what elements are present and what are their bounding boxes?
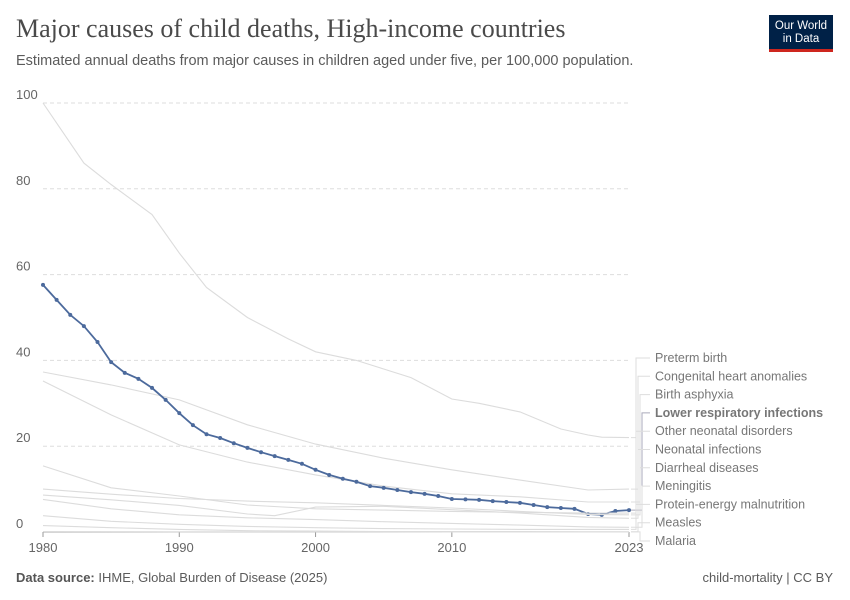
x-tick-label: 2000 (301, 540, 330, 555)
footer-license[interactable]: child-mortality | CC BY (702, 570, 833, 585)
series-line-diarrheal-diseases (42, 488, 630, 516)
data-point (545, 505, 550, 510)
series-line-meningitis (42, 498, 630, 528)
x-tick-label: 2010 (437, 540, 466, 555)
legend-label[interactable]: Birth asphyxia (655, 388, 734, 402)
legend-label[interactable]: Protein-energy malnutrition (655, 497, 805, 511)
legend-connector (631, 503, 650, 530)
y-tick-label: 100 (16, 87, 38, 102)
legend-label[interactable]: Neonatal infections (655, 443, 761, 457)
owid-logo[interactable]: Our World in Data (769, 15, 833, 52)
data-point (477, 497, 482, 502)
legend-label[interactable]: Malaria (655, 534, 696, 548)
source-text[interactable]: IHME, Global Burden of Disease (2025) (98, 570, 328, 585)
series-line-birth-asphyxia (42, 380, 629, 503)
data-point (381, 485, 386, 490)
data-point (245, 445, 250, 450)
data-point (436, 493, 441, 498)
legend-label[interactable]: Lower respiratory infections (655, 406, 823, 420)
y-tick-label: 0 (16, 516, 23, 531)
data-point (627, 508, 631, 513)
data-point (41, 282, 45, 287)
data-point (81, 324, 86, 329)
data-point (354, 479, 359, 484)
series-line-lower-respiratory-infections (42, 284, 630, 516)
y-tick-label: 80 (16, 173, 30, 188)
data-point (490, 499, 495, 504)
x-tick-label: 1980 (29, 540, 58, 555)
data-point (327, 472, 332, 477)
data-point (395, 487, 400, 492)
data-point (122, 370, 127, 375)
data-point (531, 502, 536, 507)
data-point (163, 397, 168, 402)
data-point (558, 505, 563, 510)
data-point (613, 508, 618, 513)
data-point (136, 376, 141, 381)
data-point (504, 499, 509, 504)
series-line-congenital-heart-anomalies (42, 371, 630, 491)
data-point (95, 339, 100, 344)
legend-label[interactable]: Diarrheal diseases (655, 461, 759, 475)
legend-connector (631, 357, 650, 439)
y-tick-label: 40 (16, 344, 30, 359)
data-point (272, 454, 277, 459)
data-point (150, 385, 155, 390)
data-point (109, 360, 114, 365)
data-point (340, 476, 345, 481)
data-point (177, 411, 182, 416)
data-point (517, 500, 522, 505)
series-line-neonatal-infections (42, 494, 630, 519)
data-point (422, 491, 427, 496)
data-point (231, 441, 236, 446)
data-point (68, 312, 73, 317)
data-point (299, 461, 304, 466)
chart-subtitle: Estimated annual deaths from major cause… (16, 53, 634, 69)
logo-line2: in Data (782, 33, 820, 45)
legend-label[interactable]: Preterm birth (655, 351, 727, 365)
logo-line1: Our World (774, 20, 828, 32)
series-line-measles (42, 525, 629, 533)
series-line-preterm-birth (42, 102, 630, 439)
legend-label[interactable]: Measles (655, 516, 702, 530)
data-point (368, 484, 373, 489)
data-point (408, 490, 413, 495)
legend-label[interactable]: Other neonatal disorders (655, 424, 793, 438)
data-point (204, 432, 209, 437)
chart-title: Major causes of child deaths, High-incom… (16, 14, 566, 43)
legend-connector (631, 449, 650, 519)
data-point (449, 496, 454, 501)
y-tick-label: 60 (16, 259, 30, 274)
x-tick-label: 2023 (615, 540, 644, 555)
data-point (572, 506, 577, 511)
data-point (190, 423, 195, 428)
series-line-protein-energy-malnutrition (42, 515, 629, 530)
legend-connector (631, 531, 650, 542)
legend-label[interactable]: Congenital heart anomalies (655, 369, 807, 383)
legend-connector (631, 467, 650, 516)
data-point (313, 467, 318, 472)
legend-connector (631, 430, 650, 514)
source-label: Data source: (16, 570, 95, 585)
legend-connector (631, 375, 650, 490)
data-source: Data source: IHME, Global Burden of Dise… (16, 570, 327, 585)
data-point (463, 497, 468, 502)
x-tick-label: 1990 (165, 540, 194, 555)
legend-label[interactable]: Meningitis (655, 479, 711, 493)
data-point (218, 436, 223, 441)
data-point (259, 450, 264, 455)
y-tick-label: 20 (16, 430, 30, 445)
data-point (54, 297, 59, 302)
data-point (286, 457, 291, 462)
